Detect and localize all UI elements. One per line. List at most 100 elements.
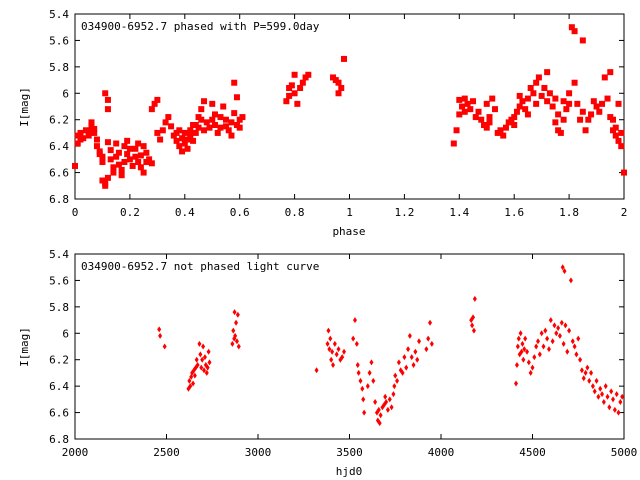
- data-point: [187, 127, 194, 134]
- data-point: [601, 74, 608, 81]
- data-point: [515, 343, 520, 350]
- data-point: [341, 55, 348, 62]
- data-point: [521, 356, 526, 363]
- data-point: [535, 74, 542, 81]
- x-axis-label: hjd0: [336, 465, 363, 478]
- data-point: [181, 140, 188, 147]
- data-point: [607, 69, 614, 76]
- data-point: [192, 372, 197, 379]
- data-point: [206, 348, 211, 355]
- data-point: [360, 385, 365, 392]
- data-point: [527, 85, 534, 91]
- data-point: [568, 24, 575, 31]
- data-point: [618, 143, 625, 150]
- data-point: [541, 343, 546, 350]
- data-point: [513, 108, 520, 115]
- data-point: [332, 340, 337, 347]
- x-tick-label: 1.4: [449, 206, 469, 219]
- x-tick-label: 0.6: [230, 206, 250, 219]
- data-point: [228, 132, 235, 139]
- data-point: [354, 340, 359, 347]
- data-point: [579, 367, 584, 374]
- data-point: [140, 143, 147, 150]
- data-point: [165, 114, 172, 121]
- data-point: [464, 100, 471, 107]
- y-tick-label: 5.4: [49, 8, 69, 21]
- data-point: [159, 127, 166, 134]
- data-points: [72, 24, 627, 189]
- data-point: [514, 362, 519, 368]
- data-point: [104, 106, 111, 113]
- data-point: [331, 362, 336, 368]
- y-tick-label: 6.6: [49, 167, 69, 180]
- y-tick-label: 6.8: [49, 193, 69, 206]
- data-point: [305, 71, 312, 78]
- data-point: [550, 338, 555, 345]
- data-point: [407, 332, 412, 339]
- data-point: [563, 106, 570, 113]
- data-point: [126, 145, 133, 152]
- data-point: [115, 149, 122, 156]
- data-point: [599, 100, 606, 107]
- data-point: [576, 335, 581, 342]
- data-point: [566, 90, 573, 97]
- data-point: [110, 164, 117, 171]
- data-point: [592, 388, 597, 395]
- data-point: [211, 122, 218, 128]
- data-point: [393, 372, 398, 379]
- data-point: [472, 295, 477, 302]
- data-point: [426, 335, 431, 342]
- data-point: [486, 114, 493, 121]
- data-point: [217, 114, 224, 121]
- data-point: [615, 100, 622, 107]
- data-point: [154, 96, 161, 103]
- data-point: [411, 362, 416, 368]
- data-point: [203, 119, 210, 126]
- data-point: [362, 409, 367, 416]
- data-point: [135, 140, 142, 147]
- data-point: [383, 393, 388, 400]
- data-point: [104, 174, 111, 181]
- data-point: [544, 98, 551, 105]
- data-point: [593, 103, 600, 110]
- data-point: [124, 137, 131, 144]
- data-point: [385, 406, 390, 413]
- data-point: [222, 116, 229, 123]
- data-point: [560, 116, 567, 123]
- y-tick-label: 6.2: [49, 354, 69, 367]
- x-tick-label: 1.2: [394, 206, 414, 219]
- data-point: [194, 356, 199, 363]
- data-point: [361, 396, 366, 403]
- data-point: [571, 28, 578, 35]
- data-point: [236, 343, 241, 350]
- data-point: [184, 145, 191, 152]
- data-point: [549, 103, 556, 110]
- data-point: [579, 108, 586, 115]
- data-point: [471, 327, 476, 334]
- data-point: [518, 330, 523, 337]
- x-tick-label: 2: [621, 206, 628, 219]
- data-point: [555, 111, 562, 118]
- data-point: [520, 340, 525, 347]
- data-point: [231, 327, 236, 334]
- data-point: [585, 116, 592, 123]
- data-point: [190, 137, 197, 144]
- data-point: [511, 122, 518, 128]
- x-tick-label: 0.4: [175, 206, 195, 219]
- data-point: [574, 100, 581, 107]
- data-point: [176, 143, 183, 150]
- data-point: [497, 127, 504, 134]
- data-point: [367, 369, 372, 376]
- data-point: [516, 335, 521, 342]
- x-axis-label: phase: [332, 225, 365, 238]
- y-tick-label: 5.6: [49, 274, 69, 287]
- data-point: [585, 364, 590, 371]
- data-point: [524, 95, 531, 102]
- data-point: [612, 132, 619, 139]
- data-point: [587, 377, 592, 384]
- y-tick-label: 6.2: [49, 114, 69, 127]
- data-point: [554, 330, 559, 337]
- data-point: [548, 317, 553, 324]
- data-point: [235, 311, 240, 318]
- data-point: [429, 340, 434, 347]
